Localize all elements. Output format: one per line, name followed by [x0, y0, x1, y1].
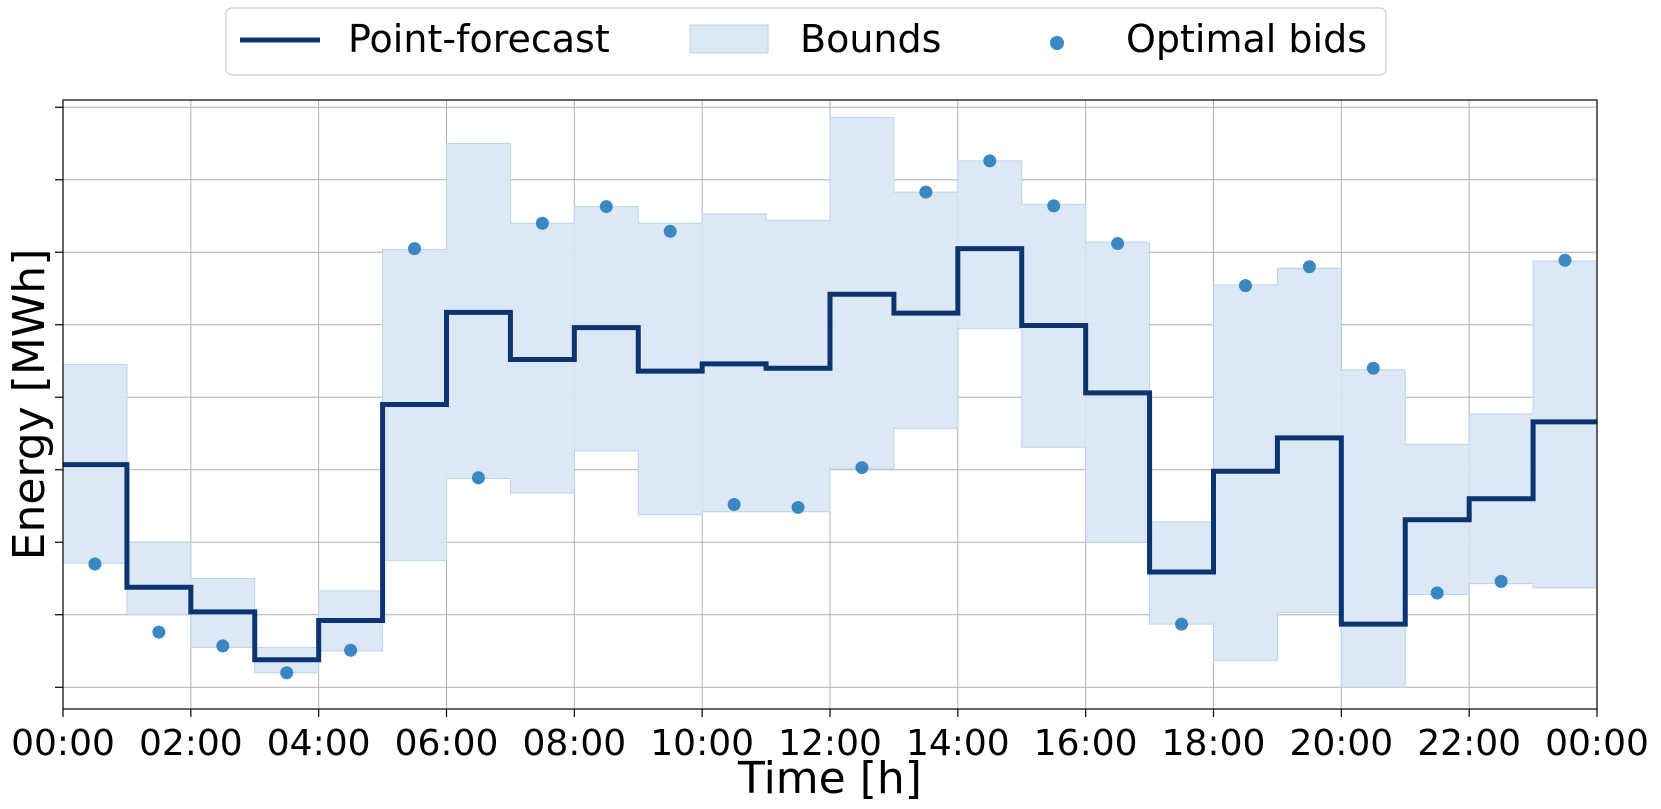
x-tick-label: 22:00 — [1417, 723, 1521, 764]
point-forecast-line — [63, 246, 1597, 663]
optimal-bid-point — [152, 625, 166, 639]
bounds-interval — [1341, 369, 1406, 688]
optimal-bid-point — [1430, 586, 1444, 600]
y-axis — [55, 106, 63, 688]
x-tick-label: 14:00 — [906, 723, 1010, 764]
optimal-bid-point — [1047, 199, 1061, 213]
optimal-bid-point — [1302, 260, 1316, 274]
optimal-bid-point — [599, 200, 613, 214]
optimal-bid-point — [535, 216, 549, 230]
optimal-bid-point — [663, 224, 677, 238]
optimal-bid-point — [1175, 617, 1189, 631]
bounds-interval — [126, 542, 191, 615]
x-tick-label: 04:00 — [267, 723, 371, 764]
legend-label-point-forecast: Point-forecast — [348, 17, 610, 61]
x-tick-label: 00:00 — [11, 723, 115, 764]
bounds-interval — [957, 160, 1022, 329]
optimal-bid-point — [471, 471, 485, 485]
legend-dot-swatch — [1050, 36, 1064, 50]
x-tick-label: 12:00 — [778, 723, 882, 764]
optimal-bid-point — [280, 666, 294, 680]
legend: Point-forecast Bounds Optimal bids — [225, 7, 1387, 76]
optimal-bid-point — [344, 643, 358, 657]
legend-band-swatch — [689, 24, 769, 54]
legend-box — [225, 7, 1387, 76]
x-tick-label: 02:00 — [139, 723, 243, 764]
x-tick-label: 16:00 — [1034, 723, 1138, 764]
x-axis: 00:00 02:00 04:00 06:00 08:00 10:00 12:00 14:00… — [11, 709, 1649, 764]
optimal-bid-point — [1558, 253, 1572, 267]
bounds-interval — [1533, 260, 1597, 588]
bounds-interval — [893, 192, 958, 429]
x-tick-label: 06:00 — [395, 723, 499, 764]
optimal-bids-group — [88, 154, 1572, 680]
legend-label-bounds: Bounds — [800, 17, 941, 61]
x-tick-label: 18:00 — [1162, 723, 1266, 764]
optimal-bid-point — [216, 639, 230, 653]
optimal-bid-point — [919, 185, 933, 199]
optimal-bid-point — [727, 498, 741, 512]
optimal-bid-point — [88, 557, 102, 571]
x-tick-label: 00:00 — [1545, 723, 1649, 764]
x-axis-label: Time [h] — [737, 753, 922, 804]
optimal-bid-point — [983, 154, 997, 168]
optimal-bid-point — [1366, 361, 1380, 375]
bounds-upper-edge — [63, 116, 1597, 648]
optimal-bid-point — [1238, 279, 1252, 293]
optimal-bid-point — [791, 500, 805, 514]
bounds-interval — [1277, 268, 1342, 613]
legend-label-optimal-bids: Optimal bids — [1126, 17, 1367, 61]
point-forecast-line-group — [63, 246, 1597, 663]
y-axis-label: Energy [MWh] — [4, 249, 55, 561]
optimal-bid-point — [1494, 574, 1508, 588]
x-tick-label: 20:00 — [1289, 723, 1393, 764]
optimal-bid-point — [1111, 237, 1125, 251]
optimal-bid-point — [408, 242, 422, 256]
x-tick-label: 10:00 — [650, 723, 754, 764]
optimal-bid-point — [855, 461, 869, 475]
x-tick-label: 08:00 — [522, 723, 626, 764]
